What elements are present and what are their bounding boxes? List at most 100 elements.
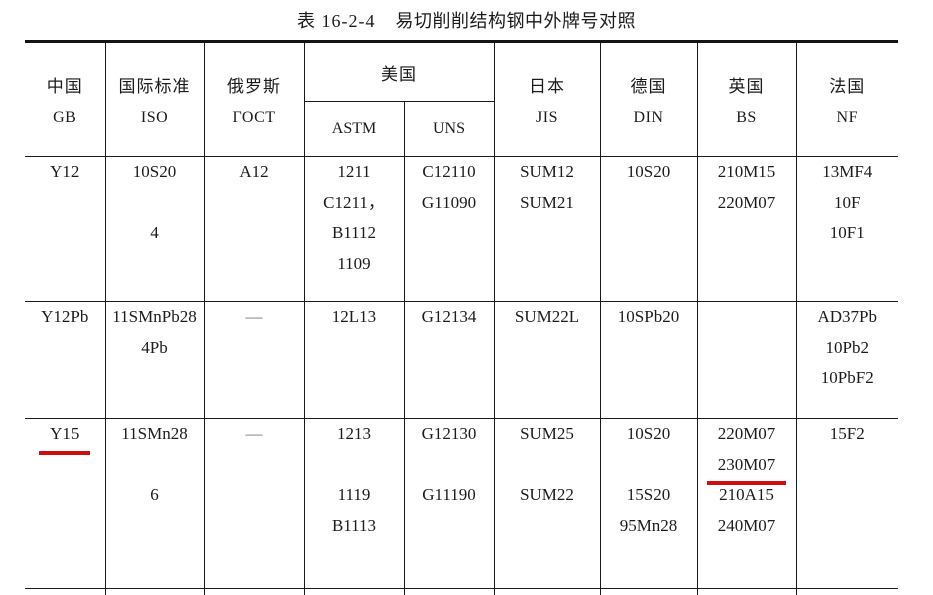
cell-y15-din: 10S20 15S20 95Mn28 <box>599 418 698 589</box>
cell-y12pb-gost: — <box>203 301 305 419</box>
grade-text: — <box>245 424 263 443</box>
grade-text: 240M07 <box>717 515 776 535</box>
col-header-country: 中国 <box>46 77 83 96</box>
col-header-country: 日本 <box>529 77 565 96</box>
grade-text: G12130 <box>421 424 477 443</box>
cell-next-partial-astm <box>303 588 405 595</box>
table-row-y12: Y12 10S20 4 A12 1211 C1211， B1112 1109 C12110 G11… <box>25 156 898 302</box>
grade-text: — <box>245 307 263 326</box>
cell-y15-astm: 1213 1119 B1113 <box>303 418 405 589</box>
cell-y12pb-din: 10SPb20 <box>599 301 698 419</box>
col-header-astm: ASTM <box>304 101 405 157</box>
cell-next-partial-gb <box>25 588 106 595</box>
grade-text: G11190 <box>422 485 476 504</box>
col-header-jis: 日本 JIS <box>493 41 601 157</box>
table-row-next-partial <box>25 588 898 595</box>
grade-text: 10PbF2 <box>820 368 874 387</box>
cell-y15-uns: G12130 G11190 <box>403 418 495 589</box>
grade-text: 10S20 <box>132 162 177 181</box>
table-row-y15: Y15 11SMn28 6 — 1213 1119 B1113 G12130 G11190 SUM… <box>25 418 898 589</box>
cell-y12pb-iso: 11SMnPb28 4Pb <box>104 301 205 419</box>
cell-y12-uns: C12110 G11090 <box>403 156 495 302</box>
grade-text: 11SMn28 <box>121 424 188 443</box>
col-header-country: 德国 <box>630 77 667 96</box>
grade-text: C12110 <box>422 162 476 181</box>
grade-text: G12134 <box>421 307 477 326</box>
grade-text: 220M07 <box>717 424 776 443</box>
grade-text: 10SPb20 <box>617 307 680 326</box>
grade-text: SUM22 <box>520 485 574 504</box>
steel-grade-comparison-table: 中国 GB 国际标准 ISO 俄罗斯 ГОСТ 美国 日本 JIS <box>25 40 898 595</box>
col-header-country: 俄罗斯 <box>227 77 281 96</box>
grade-text: SUM21 <box>520 192 574 212</box>
col-header-uns: UNS <box>403 101 494 157</box>
col-header-gost: 俄罗斯 ГОСТ <box>203 41 305 157</box>
grade-text-red-underlined: Y15 <box>39 419 91 455</box>
table-title: 表 16-2-4 易切削削结构钢中外牌号对照 <box>0 0 933 40</box>
cell-y12-astm: 1211 C1211， B1112 1109 <box>303 156 405 302</box>
cell-next-partial-iso <box>104 588 205 595</box>
grade-text-red-underlined: 230M07 <box>706 450 787 485</box>
cell-next-partial-din <box>599 588 698 595</box>
cell-y12-nf: 13MF4 10F 10F1 <box>795 156 898 302</box>
col-header-usa: 美国 <box>303 41 495 102</box>
col-header-country: 国际标准 <box>118 77 191 96</box>
grade-text: 10F <box>834 192 861 212</box>
grade-text: SUM22L <box>514 307 580 326</box>
grade-text: SUM12 <box>520 162 574 181</box>
col-header-standard: DIN <box>633 109 664 126</box>
cell-y15-gb: Y15 <box>25 418 106 589</box>
cell-y15-jis: SUM25 SUM22 <box>493 418 601 589</box>
cell-y12pb-uns: G12134 <box>403 301 495 419</box>
col-header-china-gb: 中国 GB <box>25 41 106 157</box>
cell-y12pb-nf: AD37Pb 10Pb2 10PbF2 <box>795 301 898 419</box>
grade-text: 10S20 <box>626 162 671 181</box>
grade-text: 95Mn28 <box>619 515 678 535</box>
col-header-standard: GB <box>53 109 77 126</box>
grade-text: 210M15 <box>717 162 776 181</box>
cell-next-partial-jis <box>493 588 601 595</box>
cell-next-partial-nf <box>795 588 898 595</box>
col-header-standard: ГОСТ <box>232 109 276 126</box>
col-header-iso: 国际标准 ISO <box>104 41 205 157</box>
grade-text: 15S20 <box>626 485 671 504</box>
grade-text: 10F1 <box>829 223 865 242</box>
grade-text: 4Pb <box>141 337 168 357</box>
col-header-country: 法国 <box>829 77 866 96</box>
grade-text: 12L13 <box>331 307 377 326</box>
col-header-din: 德国 DIN <box>599 41 698 157</box>
cell-y15-nf: 15F2 <box>795 418 898 589</box>
grade-text: 220M07 <box>717 192 776 212</box>
cell-y12-din: 10S20 <box>599 156 698 302</box>
cell-y12pb-jis: SUM22L <box>493 301 601 419</box>
grade-text: 210A15 <box>719 485 774 504</box>
col-header-country: 英国 <box>728 77 765 96</box>
col-header-standard: JIS <box>536 109 558 126</box>
grade-text: 1119 <box>337 485 371 504</box>
grade-text: AD37Pb <box>817 307 877 326</box>
grade-text: SUM25 <box>520 424 574 443</box>
cell-y15-bs: 220M07 230M07 210A15 240M07 <box>696 418 797 589</box>
grade-text: C1211， <box>323 192 385 212</box>
grade-text: 4 <box>150 223 159 242</box>
table-row-y12pb: Y12Pb 11SMnPb28 4Pb — 12L13 G12134 SUM22L 10SPb… <box>25 301 898 419</box>
grade-text: Y12Pb <box>41 307 89 326</box>
cell-next-partial-bs <box>696 588 797 595</box>
grade-text: B1112 <box>331 223 377 242</box>
col-header-standard: BS <box>736 109 757 126</box>
cell-y12-gost: A12 <box>203 156 305 302</box>
cell-y12pb-astm: 12L13 <box>303 301 405 419</box>
grade-text: 1109 <box>337 253 371 273</box>
cell-y12pb-bs <box>696 301 797 419</box>
cell-y12pb-gb: Y12Pb <box>25 301 106 419</box>
grade-text: 6 <box>150 485 159 504</box>
cell-next-partial-uns <box>403 588 495 595</box>
grade-text: 15F2 <box>829 424 865 443</box>
cell-y12-jis: SUM12 SUM21 <box>493 156 601 302</box>
cell-y12-bs: 210M15 220M07 <box>696 156 797 302</box>
cell-y15-iso: 11SMn28 6 <box>104 418 205 589</box>
grade-text: A12 <box>239 162 269 181</box>
cell-y12-iso: 10S20 4 <box>104 156 205 302</box>
col-header-country: 美国 <box>381 64 417 84</box>
